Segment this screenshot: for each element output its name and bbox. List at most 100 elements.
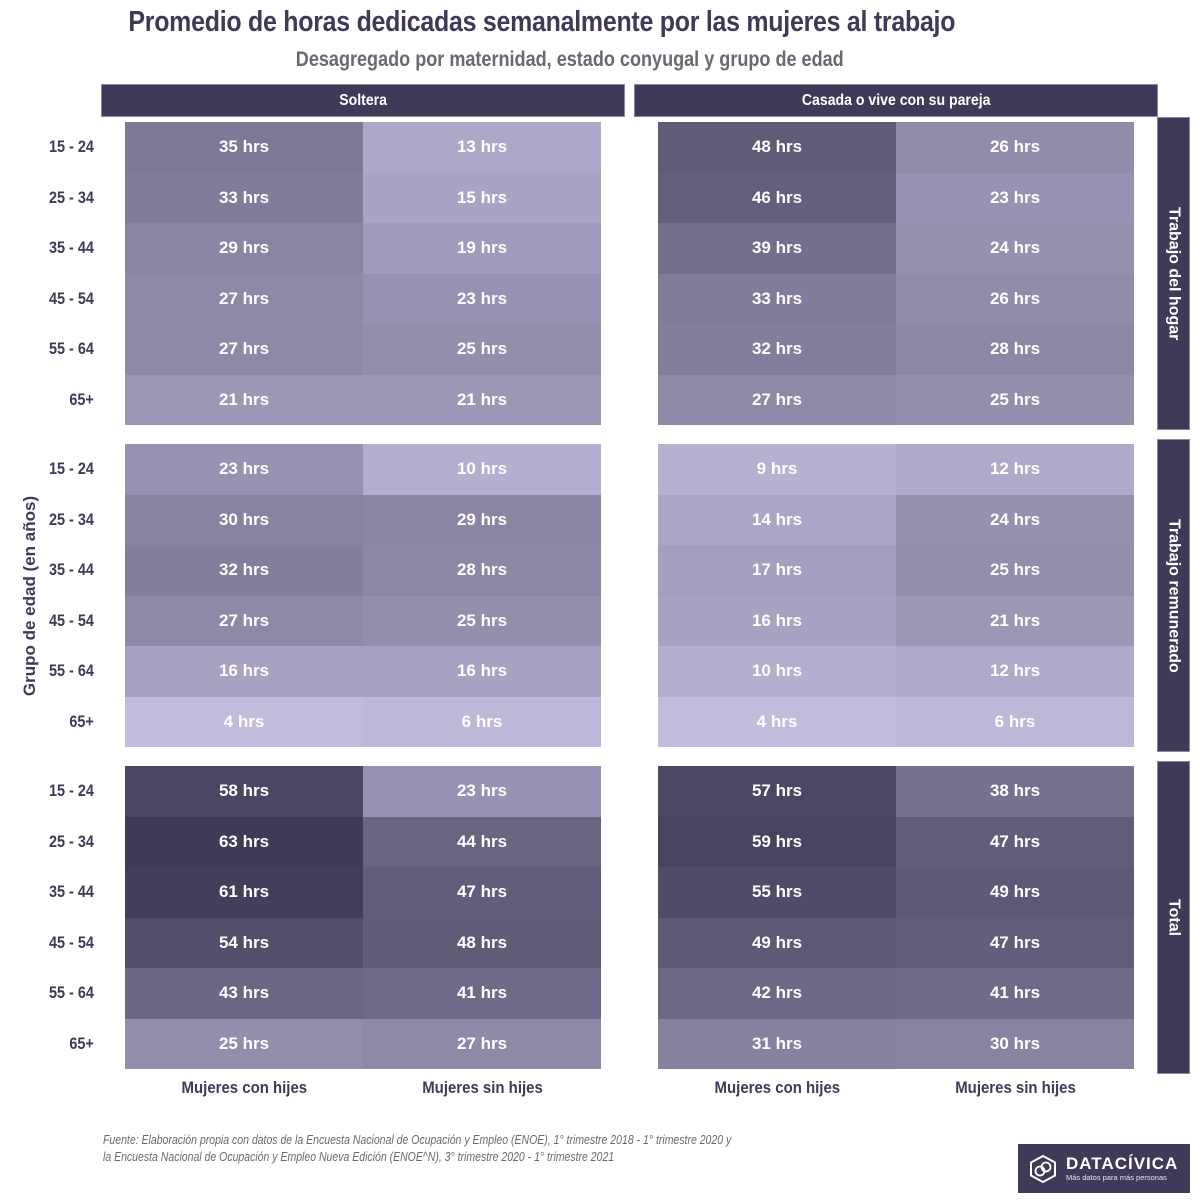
heatmap-cell: 16 hrs <box>125 646 363 697</box>
heatmap-cell: 35 hrs <box>125 122 363 173</box>
column-group-header-soltera: Soltera <box>101 84 625 117</box>
heatmap-cell: 30 hrs <box>125 494 363 545</box>
column-label-con-hijes-casada: Mujeres con hijes <box>658 1078 896 1098</box>
age-group-label: 35 - 44 <box>49 238 94 257</box>
heatmap-panel: 23 hrs 30 hrs 32 hrs 27 hrs 16 hrs 4 hrs 10 hr… <box>125 444 601 747</box>
heatmap-cell: 54 hrs <box>125 917 363 968</box>
cell-value-label: 27 hrs <box>218 339 270 359</box>
cell-value-label: 35 hrs <box>218 137 270 157</box>
heatmap-panel: 58 hrs 63 hrs 61 hrs 54 hrs 43 hrs 25 hrs 23 h… <box>125 766 601 1069</box>
cell-value-label: 31 hrs <box>751 1033 803 1053</box>
heatmap-cell: 33 hrs <box>125 172 363 223</box>
heatmap-cell: 27 hrs <box>125 273 363 324</box>
cell-value-label: 27 hrs <box>456 1033 508 1053</box>
heatmap-cell: 41 hrs <box>896 968 1134 1019</box>
row-group-header-remunerado: Trabajo remunerado <box>1157 439 1190 752</box>
age-group-label: 45 - 54 <box>49 932 94 952</box>
cell-value-label: 23 hrs <box>456 288 508 308</box>
heatmap-cell: 23 hrs <box>363 273 601 324</box>
cell-value-label: 21 hrs <box>989 610 1041 630</box>
heatmap-cell: 24 hrs <box>896 223 1134 274</box>
heatmap-cell: 49 hrs <box>896 867 1134 918</box>
heatmap-panel: 9 hrs 14 hrs 17 hrs 16 hrs 10 hrs 4 hrs 12 hrs… <box>658 444 1134 747</box>
cell-value-label: 16 hrs <box>456 661 508 681</box>
age-group-label: 65+ <box>69 1033 94 1053</box>
heatmap-cell: 47 hrs <box>896 917 1134 968</box>
cell-value-label: 57 hrs <box>751 781 803 801</box>
heatmap-cell: 25 hrs <box>896 545 1134 596</box>
cell-value-label: 4 hrs <box>756 711 798 731</box>
cell-value-label: 47 hrs <box>989 831 1041 851</box>
cell-value-label: 16 hrs <box>751 610 803 630</box>
heatmap-cell: 44 hrs <box>363 816 601 867</box>
cell-value-label: 27 hrs <box>751 389 803 409</box>
cell-value-label: 32 hrs <box>218 560 270 580</box>
heatmap-cell: 42 hrs <box>658 968 896 1019</box>
heatmap-cell: 32 hrs <box>125 545 363 596</box>
heatmap-cell: 23 hrs <box>896 172 1134 223</box>
heatmap-cell: 12 hrs <box>896 646 1134 697</box>
heatmap-cell: 28 hrs <box>896 324 1134 375</box>
heatmap-cell: 13 hrs <box>363 122 601 173</box>
heatmap-cell: 49 hrs <box>658 917 896 968</box>
age-group-label: 55 - 64 <box>49 983 94 1002</box>
heatmap-cell: 48 hrs <box>363 917 601 968</box>
cell-value-label: 29 hrs <box>456 509 508 529</box>
cell-value-label: 32 hrs <box>751 339 803 359</box>
cell-value-label: 4 hrs <box>223 711 265 731</box>
cell-value-label: 41 hrs <box>989 983 1041 1003</box>
heatmap-cell: 47 hrs <box>896 816 1134 867</box>
age-group-label: 25 - 34 <box>49 509 94 529</box>
heatmap-cell: 25 hrs <box>896 374 1134 425</box>
cell-value-label: 9 hrs <box>756 459 798 479</box>
heatmap-cell: 27 hrs <box>658 374 896 425</box>
heatmap-cell: 38 hrs <box>896 766 1134 817</box>
column-label-sin-hijes-casada: Mujeres sin hijes <box>896 1078 1134 1098</box>
heatmap-cell: 23 hrs <box>125 444 363 495</box>
column-label-con-hijes-soltera: Mujeres con hijes <box>125 1078 363 1098</box>
cell-value-label: 25 hrs <box>456 610 508 630</box>
source-note: Fuente: Elaboración propia con datos de … <box>103 1132 825 1166</box>
chart-subtitle: Desagregado por maternidad, estado conyu… <box>295 48 844 71</box>
cell-value-label: 48 hrs <box>751 137 803 157</box>
cell-value-label: 49 hrs <box>989 882 1041 902</box>
cell-value-label: 28 hrs <box>456 560 508 580</box>
cell-value-label: 16 hrs <box>218 661 270 681</box>
source-line-1: Fuente: Elaboración propia con datos de … <box>103 1133 732 1147</box>
heatmap-cell: 28 hrs <box>363 545 601 596</box>
cell-value-label: 10 hrs <box>751 661 803 681</box>
heatmap-cell: 25 hrs <box>125 1018 363 1069</box>
cell-value-label: 23 hrs <box>989 187 1041 207</box>
heatmap-cell: 31 hrs <box>658 1018 896 1069</box>
cell-value-label: 23 hrs <box>218 459 270 479</box>
age-group-label: 65+ <box>69 389 94 409</box>
cell-value-label: 27 hrs <box>218 288 270 308</box>
row-group-header-total: Total <box>1157 761 1190 1074</box>
cell-value-label: 39 hrs <box>751 238 803 258</box>
age-group-label: 45 - 54 <box>49 610 94 630</box>
cell-value-label: 47 hrs <box>456 882 508 902</box>
cell-value-label: 63 hrs <box>218 831 270 851</box>
heatmap-panel: 35 hrs 33 hrs 29 hrs 27 hrs 27 hrs 21 hrs 13 h… <box>125 122 601 425</box>
heatmap-cell: 21 hrs <box>896 595 1134 646</box>
heatmap-cell: 33 hrs <box>658 273 896 324</box>
cell-value-label: 61 hrs <box>218 882 270 902</box>
heatmap-cell: 19 hrs <box>363 223 601 274</box>
cell-value-label: 54 hrs <box>218 932 270 952</box>
heatmap-cell: 29 hrs <box>363 494 601 545</box>
row-group-label: Trabajo remunerado <box>1165 518 1183 673</box>
heatmap-cell: 27 hrs <box>125 324 363 375</box>
column-label-text: Mujeres con hijes <box>181 1078 307 1097</box>
cell-value-label: 25 hrs <box>456 339 508 359</box>
heatmap-cell: 27 hrs <box>363 1018 601 1069</box>
heatmap-cell: 47 hrs <box>363 867 601 918</box>
heatmap-cell: 15 hrs <box>363 172 601 223</box>
heatmap-panel: 57 hrs 59 hrs 55 hrs 49 hrs 42 hrs 31 hrs 38 h… <box>658 766 1134 1069</box>
heatmap-cell: 16 hrs <box>363 646 601 697</box>
heatmap-cell: 10 hrs <box>363 444 601 495</box>
heatmap-panel: 48 hrs 46 hrs 39 hrs 33 hrs 32 hrs 27 hrs 26 h… <box>658 122 1134 425</box>
heatmap-cell: 10 hrs <box>658 646 896 697</box>
heatmap-cell: 17 hrs <box>658 545 896 596</box>
cell-value-label: 13 hrs <box>456 137 508 157</box>
age-group-label: 65+ <box>69 711 94 731</box>
